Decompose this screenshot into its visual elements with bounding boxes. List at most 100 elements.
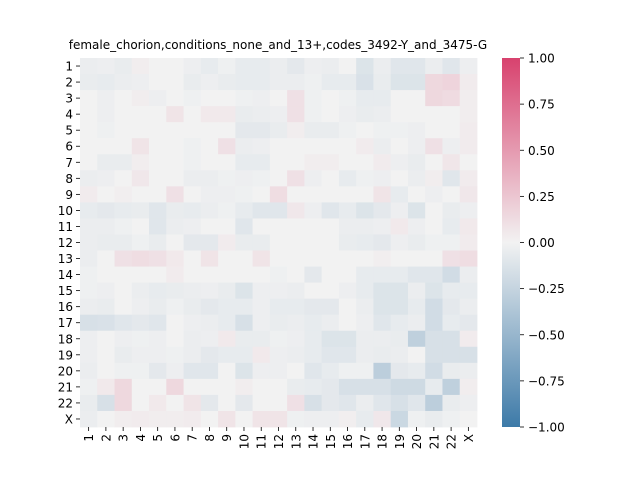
heatmap-cell-12-2 xyxy=(97,234,115,251)
heatmap-cell-4-11 xyxy=(252,106,271,123)
heatmap-cell-14-10 xyxy=(235,266,254,284)
heatmap-cell-4-21 xyxy=(425,106,443,123)
heatmap-cell-5-21 xyxy=(425,122,443,139)
heatmap-cell-21-6 xyxy=(166,378,184,396)
heatmap-cell-22-1 xyxy=(80,394,98,412)
column-tick-labels: 1 2 3 4 5 6 7 8 9 10 11 12 13 14 15 16 17 18 19 20 21 22 X xyxy=(82,427,476,449)
heatmap-cell-14-18 xyxy=(373,266,392,284)
heatmap-cell-5-8 xyxy=(200,122,219,139)
heatmap-cell-14-8 xyxy=(200,266,219,284)
heatmap-cell-21-X xyxy=(459,378,478,396)
heatmap-cell-15-7 xyxy=(183,282,202,300)
heatmap-cell-4-12 xyxy=(269,106,288,123)
heatmap-cell-21-3 xyxy=(114,378,133,396)
heatmap-cell-2-2 xyxy=(97,74,115,91)
heatmap-cell-20-20 xyxy=(407,362,426,380)
heatmap-cell-5-15 xyxy=(321,122,340,139)
heatmap-cell-10-19 xyxy=(390,202,409,219)
heatmap-cell-13-7 xyxy=(183,250,202,267)
heatmap-cell-1-19 xyxy=(390,58,409,75)
heatmap-cell-15-3 xyxy=(114,282,133,300)
heatmap-cell-3-12 xyxy=(269,90,288,107)
heatmap-cell-16-13 xyxy=(287,298,305,316)
heatmap-cell-20-17 xyxy=(356,362,374,380)
row-tick-label: 9 xyxy=(65,188,73,202)
colorbar-tick-label: 0.50 xyxy=(528,144,555,158)
heatmap-cell-4-9 xyxy=(218,106,236,123)
heatmap-cell-11-1 xyxy=(80,218,98,235)
row-tick-label: 11 xyxy=(58,220,73,234)
heatmap-cell-9-15 xyxy=(321,186,340,203)
heatmap-cell-8-X xyxy=(459,170,478,187)
heatmap-cell-12-15 xyxy=(321,234,340,251)
heatmap-cell-17-14 xyxy=(304,314,323,332)
heatmap-cell-17-10 xyxy=(235,314,254,332)
heatmap-cell-19-8 xyxy=(200,346,219,364)
heatmap-cell-18-8 xyxy=(200,330,219,348)
heatmap-cell-11-13 xyxy=(287,218,305,235)
heatmap-cell-5-3 xyxy=(114,122,133,139)
heatmap-cell-8-19 xyxy=(390,170,409,187)
heatmap-cell-5-16 xyxy=(338,122,357,139)
heatmap-cell-11-14 xyxy=(304,218,323,235)
heatmap-cell-7-14 xyxy=(304,154,323,171)
heatmap-cell-6-16 xyxy=(338,138,357,155)
heatmap-cell-2-18 xyxy=(373,74,392,91)
heatmap-cell-1-14 xyxy=(304,58,323,75)
heatmap-cell-17-3 xyxy=(114,314,133,332)
heatmap-cell-4-15 xyxy=(321,106,340,123)
heatmap-cell-3-X xyxy=(459,90,478,107)
heatmap-cell-13-9 xyxy=(218,250,236,267)
column-tick-label: 17 xyxy=(358,434,372,449)
heatmap-cell-13-12 xyxy=(269,250,288,267)
heatmap-cell-4-4 xyxy=(131,106,150,123)
heatmap-cell-13-17 xyxy=(356,250,374,267)
heatmap-cell-1-6 xyxy=(166,58,184,75)
heatmap-cell-5-5 xyxy=(149,122,167,139)
heatmap-cell-21-11 xyxy=(252,378,271,396)
heatmap-cell-18-15 xyxy=(321,330,340,348)
heatmap-cell-2-12 xyxy=(269,74,288,91)
column-tick-label: 19 xyxy=(393,434,407,449)
heatmap-cell-16-14 xyxy=(304,298,323,316)
heatmap-cell-17-9 xyxy=(218,314,236,332)
heatmap-cell-16-10 xyxy=(235,298,254,316)
heatmap-cell-14-6 xyxy=(166,266,184,284)
heatmap-cell-16-18 xyxy=(373,298,392,316)
heatmap-cell-18-10 xyxy=(235,330,254,348)
heatmap-cell-5-22 xyxy=(442,122,461,139)
heatmap-cell-8-18 xyxy=(373,170,392,187)
heatmap-cell-14-19 xyxy=(390,266,409,284)
heatmap-cell-7-13 xyxy=(287,154,305,171)
heatmap-cell-21-21 xyxy=(425,378,443,396)
column-tick-label: 14 xyxy=(307,434,321,449)
heatmap-cell-3-7 xyxy=(183,90,202,107)
heatmap-cell-16-20 xyxy=(407,298,426,316)
heatmap-cell-18-3 xyxy=(114,330,133,348)
heatmap-cell-12-6 xyxy=(166,234,184,251)
column-tick-label: 7 xyxy=(186,434,200,442)
heatmap-cell-12-19 xyxy=(390,234,409,251)
heatmap-cell-15-12 xyxy=(269,282,288,300)
row-tick-label: 8 xyxy=(65,172,73,186)
heatmap-cell-20-2 xyxy=(97,362,115,380)
heatmap-cell-X-15 xyxy=(321,410,340,428)
heatmap-cell-3-13 xyxy=(287,90,305,107)
heatmap-cell-6-18 xyxy=(373,138,392,155)
heatmap-cell-X-18 xyxy=(373,410,392,428)
heatmap-cell-21-8 xyxy=(200,378,219,396)
heatmap-cell-2-21 xyxy=(425,74,443,91)
heatmap-cell-3-19 xyxy=(390,90,409,107)
heatmap-cell-3-4 xyxy=(131,90,150,107)
heatmap-cell-X-6 xyxy=(166,410,184,428)
heatmap-cell-10-7 xyxy=(183,202,202,219)
heatmap-cell-X-10 xyxy=(235,410,254,428)
heatmap-cell-11-9 xyxy=(218,218,236,235)
heatmap-cell-10-6 xyxy=(166,202,184,219)
heatmap-cell-13-X xyxy=(459,250,478,267)
heatmap-cell-7-15 xyxy=(321,154,340,171)
heatmap-cell-20-11 xyxy=(252,362,271,380)
heatmap-cell-3-14 xyxy=(304,90,323,107)
heatmap-cell-18-20 xyxy=(407,330,426,348)
chart-title: female_chorion,conditions_none_and_13+,c… xyxy=(69,38,487,52)
